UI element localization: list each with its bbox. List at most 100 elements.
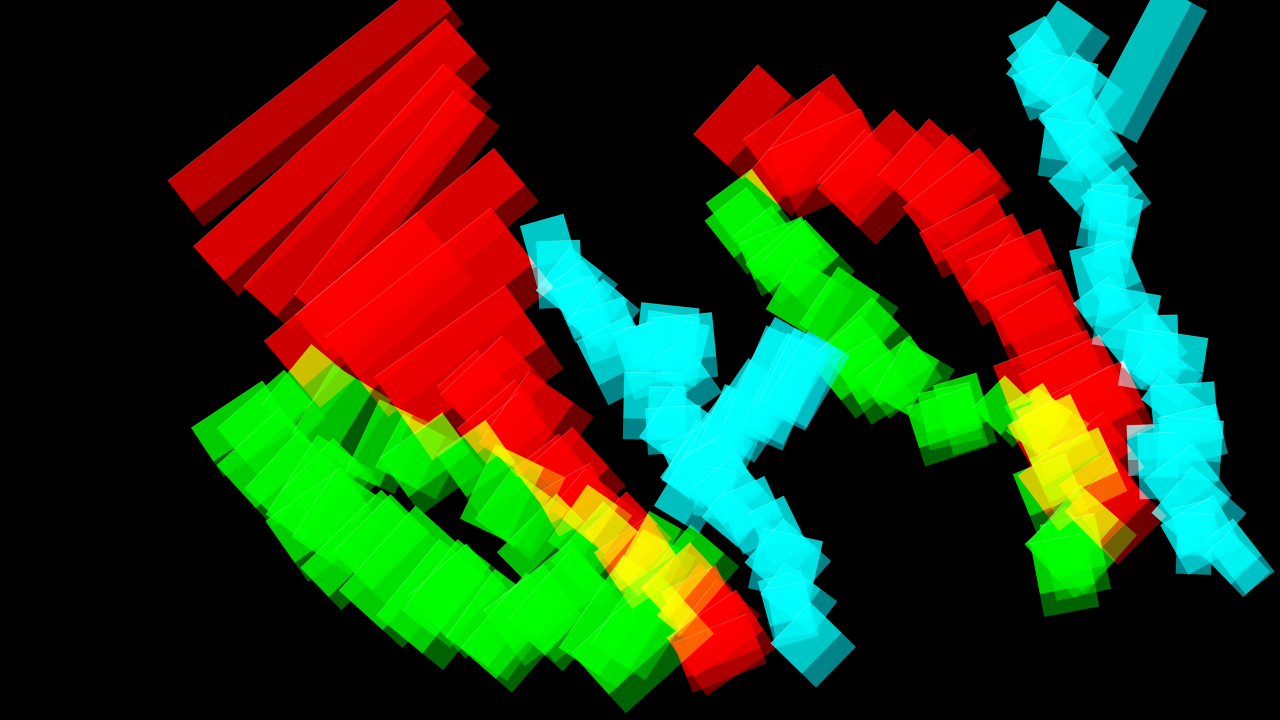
green-prism-41 xyxy=(761,219,840,298)
red-prism-38 xyxy=(963,234,1042,316)
cyan-prism-edge-11 xyxy=(641,301,700,310)
green-prism-side-51 xyxy=(947,420,998,456)
green-prism-edge-29 xyxy=(474,468,513,520)
cyan-prism-edge-17 xyxy=(624,371,685,374)
red-prism-25 xyxy=(673,613,761,678)
red-prism-6 xyxy=(325,207,535,393)
cyan-prism-side-43 xyxy=(793,347,851,428)
cyan-prism-edge-81 xyxy=(1005,0,1059,75)
cyan-prism-edge-26 xyxy=(716,475,765,499)
green-prism-side-35 xyxy=(664,553,740,637)
green-prism-48 xyxy=(873,340,940,415)
green-prism-edge-9 xyxy=(332,493,391,553)
green-prism-edge-56 xyxy=(1028,426,1099,460)
cyan-prism-edge-44 xyxy=(1008,15,1046,37)
green-prism-13 xyxy=(408,543,506,640)
cyan-prism-edge-68 xyxy=(1150,381,1215,388)
cyan-prism-33 xyxy=(770,602,842,674)
cyan-prism-edge-67 xyxy=(1140,371,1164,400)
cyan-prism-edge-5 xyxy=(555,275,594,292)
cyan-prism-edge-51 xyxy=(1046,117,1091,125)
red-prism-edge-10 xyxy=(456,379,516,430)
green-prism-23 xyxy=(291,364,374,459)
cyan-prism-edge-71 xyxy=(1126,422,1190,426)
cyan-prism-edge-76 xyxy=(1160,494,1215,526)
green-prism-edge-27 xyxy=(436,419,486,456)
cyan-prism-edge-20 xyxy=(659,429,696,447)
red-prism-2 xyxy=(243,63,477,317)
green-prism-edge-55 xyxy=(1011,393,1071,423)
red-prism-edge-2 xyxy=(242,63,445,288)
red-prism-0 xyxy=(167,0,453,213)
green-prism-edge-8 xyxy=(300,489,382,569)
green-prism-edge-1 xyxy=(216,369,285,429)
green-prism-37 xyxy=(704,187,777,258)
cyan-prism-40 xyxy=(723,316,802,424)
cyan-prism-edge-66 xyxy=(1131,340,1156,374)
green-prism-edge-60 xyxy=(1039,512,1095,526)
green-prism-edge-13 xyxy=(408,543,467,597)
green-prism-edge-33 xyxy=(612,510,650,576)
red-prism-side-25 xyxy=(686,647,767,693)
cyan-prism-edge-43 xyxy=(764,330,809,404)
cyan-prism-29 xyxy=(752,527,823,584)
green-prism-edge-40 xyxy=(745,217,801,265)
red-prism-9 xyxy=(440,335,533,428)
green-prism-edge-37 xyxy=(704,186,748,222)
cyan-prism-edge-19 xyxy=(638,388,674,438)
red-prism-31 xyxy=(817,109,935,228)
cyan-prism-edge-2 xyxy=(535,246,571,291)
red-prism-edge-1 xyxy=(192,18,447,248)
red-prism-edge-14 xyxy=(530,426,573,466)
green-prism-edge-35 xyxy=(630,524,692,596)
red-prism-edge-32 xyxy=(877,118,930,177)
cyan-prism-edge-74 xyxy=(1151,465,1194,514)
red-prism-edge-31 xyxy=(817,109,895,189)
red-prism-40 xyxy=(997,285,1085,369)
cyan-prism-80 xyxy=(1088,0,1192,136)
cyan-prism-side-81 xyxy=(1042,25,1111,111)
green-prism-31 xyxy=(547,484,619,564)
cyan-prism-edge-15 xyxy=(653,337,684,360)
green-prism-edge-54 xyxy=(1005,386,1037,432)
cyan-prism-side-79 xyxy=(1232,555,1275,595)
cyan-prism-edge-27 xyxy=(747,495,785,515)
green-prism-edge-41 xyxy=(761,219,806,263)
red-prism-edge-30 xyxy=(817,128,866,182)
green-prism-edge-42 xyxy=(765,257,798,310)
green-prism-group xyxy=(190,168,1138,714)
cyan-prism-edge-53 xyxy=(1048,144,1090,182)
cyan-prism-19 xyxy=(639,388,709,463)
cyan-prism-edge-70 xyxy=(1160,415,1224,422)
red-prism-5 xyxy=(264,212,456,388)
cyan-prism-side-77 xyxy=(1175,554,1212,575)
red-prism-group xyxy=(167,0,1167,696)
green-prism-side-61 xyxy=(1039,583,1100,617)
red-prism-edge-35 xyxy=(918,193,995,234)
cyan-prism-edge-33 xyxy=(770,602,811,644)
green-prism-edge-57 xyxy=(1012,452,1066,475)
red-prism-edge-38 xyxy=(962,233,1011,289)
cyan-prism-group xyxy=(519,0,1275,688)
cyan-prism-edge-0 xyxy=(519,213,564,227)
green-prism-52 xyxy=(972,375,1033,435)
green-prism-edge-32 xyxy=(550,501,604,563)
cyan-prism-edge-64 xyxy=(1142,314,1178,316)
green-prism-edge-10 xyxy=(338,505,416,592)
green-prism-55 xyxy=(1011,393,1092,466)
cyan-prism-edge-69 xyxy=(1157,403,1217,419)
cyan-prism-edge-57 xyxy=(1098,221,1136,229)
green-prism-10 xyxy=(339,505,460,631)
red-prism-34 xyxy=(902,147,1003,238)
red-prism-edge-27 xyxy=(742,73,835,141)
red-prism-edge-7 xyxy=(374,285,506,378)
cyan-prism-77 xyxy=(1176,513,1214,557)
green-prism-24 xyxy=(345,399,414,488)
green-prism-edge-53 xyxy=(1003,382,1044,408)
cyan-prism-edge-38 xyxy=(700,357,749,427)
red-prism-32 xyxy=(878,118,965,208)
green-prism-29 xyxy=(475,468,551,548)
green-prism-edge-28 xyxy=(459,443,497,519)
red-prism-edge-8 xyxy=(437,349,479,388)
